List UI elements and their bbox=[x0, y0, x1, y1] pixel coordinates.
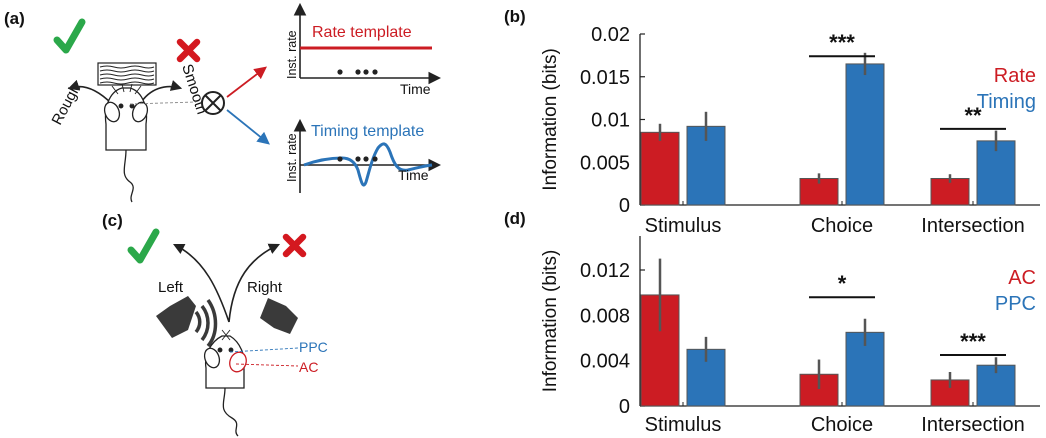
legend-entry: Rate bbox=[994, 65, 1036, 87]
category-label: Choice bbox=[811, 414, 873, 436]
panel-b-label: (b) bbox=[504, 7, 526, 26]
rat-icon bbox=[203, 329, 247, 437]
ppc-line bbox=[229, 347, 299, 353]
left-label: Left bbox=[158, 279, 184, 296]
panel-c-label: (c) bbox=[102, 211, 123, 230]
matching-operator-icon bbox=[201, 91, 225, 115]
ppc-label: PPC bbox=[299, 339, 328, 355]
panel-a-label: (a) bbox=[4, 9, 25, 28]
right-choice-arrow bbox=[228, 243, 281, 323]
y-tick-label: 0.004 bbox=[580, 351, 630, 373]
category-label: Intersection bbox=[921, 414, 1024, 436]
category-label: Intersection bbox=[921, 215, 1024, 237]
chart-b: 0 0.005 0.01 0.015 0.02 Information (bits) Sti… bbox=[540, 24, 1040, 237]
significance-label: *** bbox=[829, 30, 855, 55]
legend-entry: Timing bbox=[977, 91, 1036, 113]
rate-template-title: Rate template bbox=[312, 24, 412, 41]
y-tick-label: 0.005 bbox=[580, 152, 630, 174]
timing-arrow bbox=[226, 109, 270, 145]
panel-d-label: (d) bbox=[504, 209, 526, 228]
bar bbox=[640, 131, 680, 206]
chart-d: 0 0.004 0.008 0.012 Information (bits) Stimul… bbox=[540, 236, 1040, 436]
right-choice-arrow bbox=[139, 80, 183, 105]
timing-template-xlabel: Time bbox=[398, 167, 429, 183]
category-label: Choice bbox=[811, 215, 873, 237]
y-tick-label: 0.012 bbox=[580, 260, 630, 282]
panel-c: (c) Left Right PPC AC bbox=[102, 211, 328, 437]
significance-label: * bbox=[838, 271, 847, 296]
bar bbox=[930, 177, 970, 206]
y-axis-label: Information (bits) bbox=[540, 48, 561, 191]
y-tick-label: 0.008 bbox=[580, 305, 630, 327]
significance-label: *** bbox=[960, 329, 986, 354]
left-speaker-icon bbox=[156, 296, 218, 348]
panel-a: (a) Rough Smooth bbox=[4, 2, 442, 203]
rate-template-ylabel: Inst. rate bbox=[285, 30, 299, 79]
y-axis-label: Information (bits) bbox=[540, 250, 561, 393]
y-tick-label: 0 bbox=[619, 396, 630, 418]
left-choice-arrow bbox=[172, 243, 230, 323]
legend-entry: PPC bbox=[995, 293, 1036, 315]
rough-label: Rough bbox=[49, 81, 85, 128]
timing-template-plot: Timing template Inst. rate Time bbox=[285, 118, 442, 193]
y-tick-label: 0.015 bbox=[580, 67, 630, 89]
check-icon bbox=[127, 228, 160, 264]
rate-arrow bbox=[226, 66, 268, 98]
bar bbox=[686, 125, 726, 206]
bar bbox=[976, 140, 1016, 206]
timing-template-ylabel: Inst. rate bbox=[285, 133, 299, 182]
rate-template-xlabel: Time bbox=[400, 81, 431, 97]
rat-icon bbox=[103, 83, 149, 203]
left-choice-arrow bbox=[67, 79, 113, 105]
ac-label: AC bbox=[299, 359, 318, 375]
texture-stimulus-icon bbox=[97, 62, 157, 86]
ac-line bbox=[235, 363, 299, 367]
bar bbox=[845, 63, 885, 206]
significance-label: ** bbox=[964, 103, 982, 128]
bar bbox=[799, 373, 839, 407]
timing-template-title: Timing template bbox=[311, 123, 424, 140]
right-label: Right bbox=[247, 279, 283, 296]
right-speaker-icon bbox=[260, 298, 298, 334]
check-icon bbox=[53, 18, 86, 54]
y-tick-label: 0 bbox=[619, 195, 630, 217]
cross-icon bbox=[176, 38, 201, 63]
y-tick-label: 0.02 bbox=[591, 24, 630, 46]
category-label: Stimulus bbox=[645, 215, 722, 237]
y-tick-label: 0.01 bbox=[591, 110, 630, 132]
cross-icon bbox=[282, 233, 307, 258]
recording-line bbox=[129, 101, 197, 105]
category-label: Stimulus bbox=[645, 414, 722, 436]
rate-template-plot: Rate template Inst. rate Time bbox=[285, 2, 442, 97]
legend-entry: AC bbox=[1008, 267, 1036, 289]
